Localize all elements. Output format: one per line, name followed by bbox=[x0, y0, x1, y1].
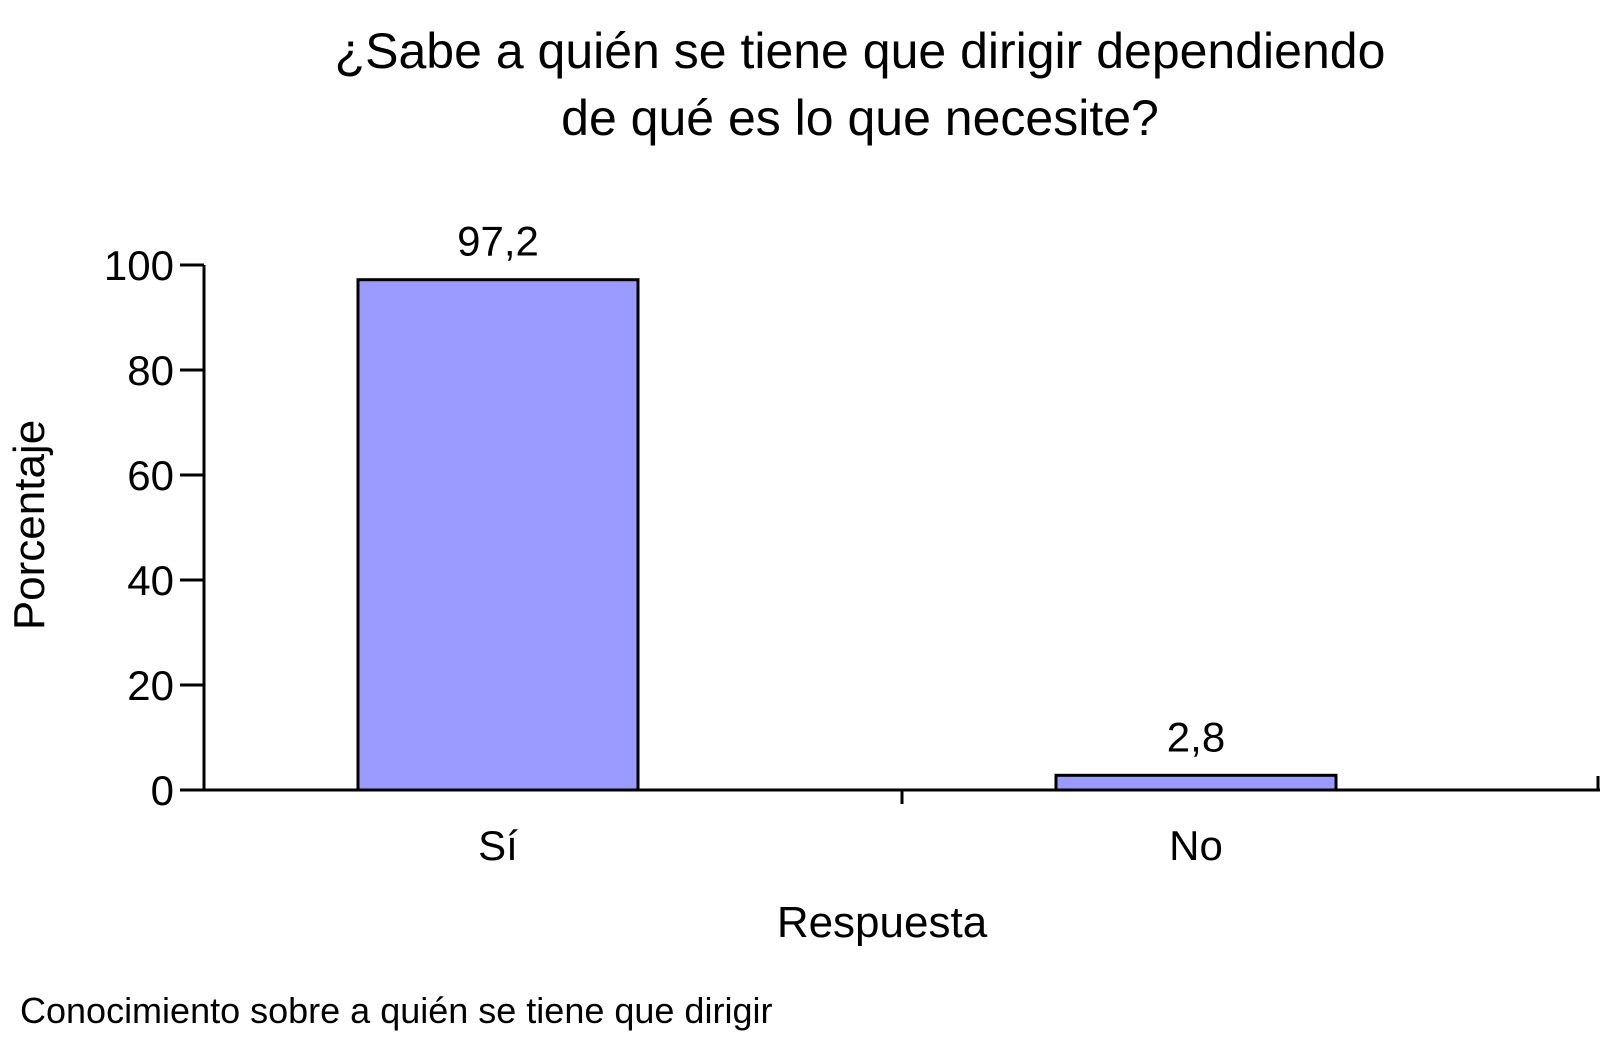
x-tick-label-0: Sí bbox=[478, 822, 518, 869]
data-label-0: 97,2 bbox=[457, 218, 539, 265]
y-tick-label-0: 0 bbox=[151, 767, 174, 814]
figure-caption: Conocimiento sobre a quién se tiene que … bbox=[20, 990, 773, 1031]
chart-title-line-1: ¿Sabe a quién se tiene que dirigir depen… bbox=[335, 23, 1386, 79]
y-tick-label-5: 100 bbox=[104, 242, 174, 289]
y-tick-label-4: 80 bbox=[127, 347, 174, 394]
y-tick-label-3: 60 bbox=[127, 452, 174, 499]
x-axis-label: Respuesta bbox=[777, 898, 988, 947]
bar-1 bbox=[1054, 773, 1338, 792]
y-tick-label-2: 40 bbox=[127, 557, 174, 604]
bar-0 bbox=[356, 278, 640, 792]
x-tick-label-1: No bbox=[1169, 822, 1223, 869]
chart-title-line-2: de qué es lo que necesite? bbox=[561, 90, 1159, 146]
plot-area: 97,2 Sí 2,8 No 0 20 40 60 80 100 bbox=[104, 218, 1600, 869]
y-axis-label: Porcentaje bbox=[5, 420, 54, 630]
data-label-1: 2,8 bbox=[1167, 713, 1225, 760]
y-tick-label-1: 20 bbox=[127, 662, 174, 709]
